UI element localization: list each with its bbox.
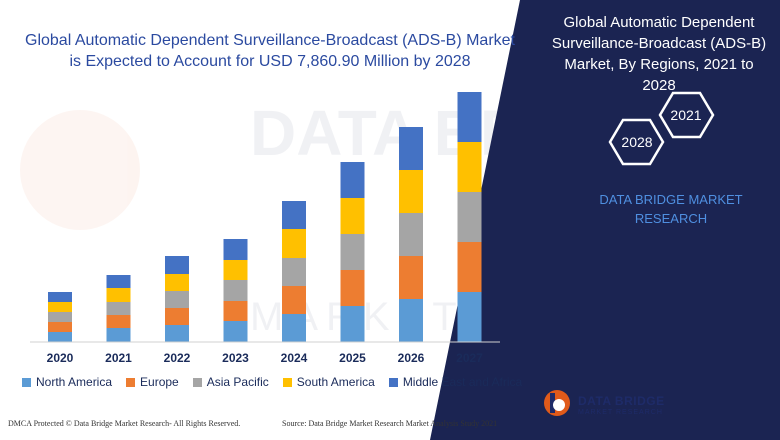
hexagon-2028 xyxy=(608,118,665,166)
side-panel-title: Global Automatic Dependent Surveillance-… xyxy=(551,14,767,94)
bar-2024-asia-pacific xyxy=(282,258,306,286)
legend-label: North America xyxy=(36,375,113,389)
legend-swatch xyxy=(388,377,398,387)
bar-2027-europe xyxy=(457,242,482,292)
bar-2021-europe xyxy=(106,315,131,328)
side-panel-background xyxy=(430,0,780,440)
copyright-notice: DMCA Protected © Data Bridge Market Rese… xyxy=(8,419,241,428)
legend-swatch xyxy=(282,377,292,387)
bar-2022-south-america xyxy=(165,274,189,291)
bar-2026-south-america xyxy=(399,170,423,213)
bar-2023-europe xyxy=(223,301,248,321)
bar-2024-middle-east-and-africa xyxy=(282,201,306,229)
bar-2027-north-america xyxy=(457,292,482,342)
bar-2023-south-america xyxy=(223,260,248,280)
legend-item-asia-pacific: Asia Pacific xyxy=(192,375,269,389)
legend-swatch xyxy=(192,377,202,387)
bar-2024-north-america xyxy=(282,314,306,342)
legend-item-europe: Europe xyxy=(126,375,179,389)
bar-2020-north-america xyxy=(48,332,72,342)
bar-2023-asia-pacific xyxy=(223,280,248,301)
bar-2025-middle-east-and-africa xyxy=(340,162,365,198)
bar-2022-north-america xyxy=(165,325,189,342)
bar-2022-asia-pacific xyxy=(165,291,189,308)
bar-2020-middle-east-and-africa xyxy=(48,292,72,302)
bar-2027-south-america xyxy=(457,142,482,192)
bar-2025-asia-pacific xyxy=(340,234,365,270)
x-tick-label-2025: 2025 xyxy=(339,351,366,365)
legend-label: Middle East and Africa xyxy=(402,375,523,389)
bar-2022-europe xyxy=(165,308,189,325)
bar-2025-europe xyxy=(340,270,365,306)
logo-name: DATA BRIDGE xyxy=(578,394,665,408)
bar-2026-europe xyxy=(399,256,423,299)
x-axis-ticks: 2020 2021 2022 2023 2024 2025 2026 2027 xyxy=(47,351,484,365)
legend-swatch xyxy=(22,377,31,387)
bar-2022-middle-east-and-africa xyxy=(165,256,189,274)
chart-title: Global Automatic Dependent Surveillance-… xyxy=(25,32,515,70)
bar-2023-middle-east-and-africa xyxy=(223,239,248,260)
hex-label-2028: 2028 xyxy=(621,134,652,150)
x-tick-label-2026: 2026 xyxy=(398,351,425,365)
x-tick-label-2024: 2024 xyxy=(281,351,308,365)
legend-label: Europe xyxy=(140,375,179,389)
bar-2024-south-america xyxy=(282,229,306,258)
bar-2025-north-america xyxy=(340,306,365,342)
bar-2021-asia-pacific xyxy=(106,302,131,315)
side-panel-brand: DATA BRIDGE MARKET RESEARCH xyxy=(599,192,743,226)
bar-2027-asia-pacific xyxy=(457,192,482,242)
bar-2025-south-america xyxy=(340,198,365,234)
x-tick-label-2021: 2021 xyxy=(105,351,132,365)
bar-2026-north-america xyxy=(399,299,423,342)
legend-swatch xyxy=(126,377,136,387)
logo-tagline: MARKET RESEARCH xyxy=(578,409,663,416)
legend-item-north-america: North America xyxy=(22,375,112,389)
legend-label: Asia Pacific xyxy=(206,375,269,389)
bar-2020-asia-pacific xyxy=(48,312,72,322)
bar-2026-asia-pacific xyxy=(399,213,423,256)
bar-2020-europe xyxy=(48,322,72,332)
bar-2024-europe xyxy=(282,286,306,314)
hexagon-2021 xyxy=(658,91,715,139)
bar-2026-middle-east-and-africa xyxy=(399,127,423,170)
x-tick-label-2020: 2020 xyxy=(47,351,74,365)
stacked-bars xyxy=(48,92,482,342)
bar-2020-south-america xyxy=(48,302,72,312)
legend-item-south-america: South America xyxy=(282,375,375,389)
source-note: Source: Data Bridge Market Research Mark… xyxy=(282,419,498,428)
bar-2021-middle-east-and-africa xyxy=(106,275,131,288)
x-tick-label-2027: 2027 xyxy=(456,351,483,365)
legend-label: South America xyxy=(296,375,375,389)
x-tick-label-2023: 2023 xyxy=(222,351,249,365)
x-tick-label-2022: 2022 xyxy=(164,351,191,365)
chart-legend: North America Europe Asia Pacific South Ame… xyxy=(22,375,522,389)
bar-2021-north-america xyxy=(106,328,131,342)
bar-2027-middle-east-and-africa xyxy=(457,92,482,142)
hex-label-2021: 2021 xyxy=(670,107,701,123)
bar-2023-north-america xyxy=(223,321,248,342)
legend-item-middle-east-and-africa: Middle East and Africa xyxy=(388,375,523,389)
bar-2021-south-america xyxy=(106,288,131,302)
data-bridge-logo-icon xyxy=(544,390,570,416)
